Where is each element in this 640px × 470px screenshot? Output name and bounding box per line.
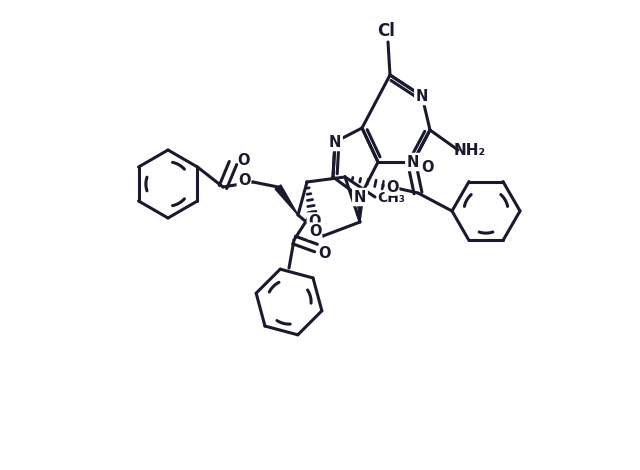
Text: O: O bbox=[317, 246, 330, 261]
Text: O: O bbox=[237, 172, 250, 188]
Text: CH₃: CH₃ bbox=[377, 191, 405, 205]
Text: O: O bbox=[237, 152, 249, 167]
Text: N: N bbox=[416, 88, 428, 103]
Polygon shape bbox=[356, 197, 364, 222]
Text: NH₂: NH₂ bbox=[454, 142, 486, 157]
Text: O: O bbox=[308, 213, 320, 228]
Text: O: O bbox=[386, 180, 398, 195]
Text: O: O bbox=[308, 224, 321, 238]
Text: Cl: Cl bbox=[377, 22, 395, 40]
Polygon shape bbox=[275, 185, 298, 215]
Text: N: N bbox=[354, 189, 366, 204]
Text: N: N bbox=[329, 134, 341, 149]
Text: N: N bbox=[407, 155, 419, 170]
Text: O: O bbox=[420, 159, 433, 174]
